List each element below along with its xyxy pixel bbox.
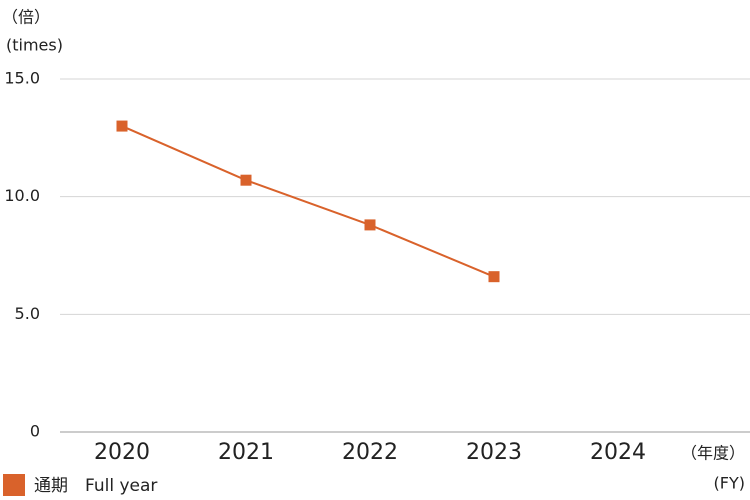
legend-swatch xyxy=(3,474,25,496)
y-tick-label: 15.0 xyxy=(4,69,40,88)
y-unit: （倍） xyxy=(2,8,50,27)
x-tick-label: 2021 xyxy=(218,440,274,465)
x-tick-label: 2020 xyxy=(94,440,150,465)
x-tick-label: 2023 xyxy=(466,440,522,465)
point xyxy=(240,174,252,186)
series-line xyxy=(121,125,495,278)
x-unit: (FY) xyxy=(714,474,745,493)
y-tick-label: 10.0 xyxy=(4,186,40,205)
y-unit: (times) xyxy=(6,36,63,55)
x-unit: （年度） xyxy=(681,444,745,463)
x-tick-label: 2022 xyxy=(342,440,398,465)
x-tick-label: 2024 xyxy=(590,440,646,465)
point xyxy=(116,120,128,132)
point xyxy=(364,219,376,231)
y-tick-label: 5.0 xyxy=(15,304,40,323)
y-tick-label: 0 xyxy=(30,422,40,441)
legend-label: 通期 Full year xyxy=(34,476,157,496)
point xyxy=(488,271,500,283)
